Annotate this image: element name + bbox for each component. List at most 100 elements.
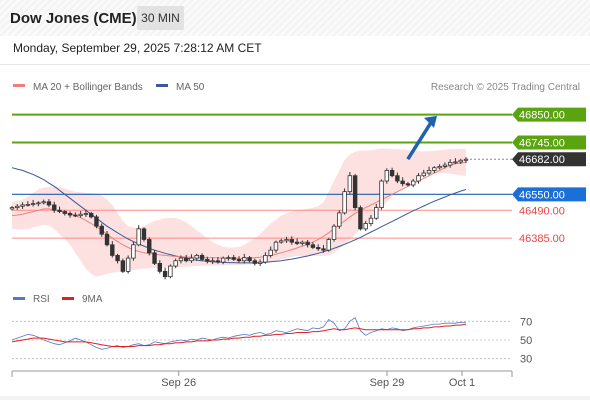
rsi-tick-2: 30 [520, 354, 532, 366]
candle-body-31 [173, 260, 178, 267]
candle-body-10 [62, 211, 67, 214]
candle-body-59 [321, 248, 326, 251]
level-label-0: 46850.00 [519, 110, 565, 122]
candle-body-26 [147, 239, 152, 254]
candle-body-2 [20, 204, 25, 207]
candle-body-48 [263, 255, 268, 263]
legend-label-0: MA 20 + Bollinger Bands [33, 82, 143, 93]
candle-body-18 [104, 233, 110, 246]
candle-body-68 [368, 217, 374, 224]
candle-body-43 [236, 259, 242, 262]
footer-strip [0, 396, 590, 400]
candle-body-50 [273, 241, 279, 251]
candle-body-49 [268, 249, 273, 256]
candle-body-42 [231, 257, 236, 260]
candle-body-54 [294, 241, 300, 244]
candle-body-52 [284, 239, 289, 242]
rsi-legend-label-0: RSI [33, 294, 50, 305]
candle-body-55 [300, 241, 305, 244]
candle-body-36 [199, 255, 205, 260]
candle-body-81 [437, 166, 442, 169]
forecast-arrow-head [424, 115, 437, 128]
level-badge-1 [512, 135, 586, 150]
candle-body-24 [136, 228, 141, 246]
level-label-5: 46385.00 [519, 233, 565, 245]
candle-body-28 [157, 262, 163, 272]
rsi-tick-0: 70 [520, 316, 532, 328]
candle-body-46 [252, 260, 258, 264]
level-label-4: 46490.00 [519, 205, 565, 217]
candle-body-32 [178, 257, 184, 262]
level-badge-2 [512, 152, 586, 167]
candle-body-57 [310, 244, 316, 248]
candle-body-82 [442, 164, 448, 167]
candle-body-20 [115, 255, 120, 262]
candle-body-69 [374, 207, 379, 219]
candle-body-1 [15, 205, 20, 208]
rsi-ma-line [11, 323, 467, 347]
candle-body-62 [337, 212, 342, 227]
candle-body-5 [36, 202, 41, 205]
bollinger-band [12, 148, 466, 277]
candle-body-41 [226, 257, 231, 259]
forecast-arrow-shaft [406, 119, 434, 161]
candle-body-77 [416, 175, 421, 182]
candle-body-34 [189, 257, 194, 262]
candle-body-53 [289, 239, 294, 243]
candle-body-11 [67, 213, 73, 216]
ma50-line [11, 167, 467, 264]
legend-swatch-0 [13, 84, 25, 87]
chart-header: Dow Jones (CME) 30 MIN [0, 0, 590, 36]
candle-body-37 [205, 259, 210, 262]
candle-body-19 [110, 244, 115, 256]
rsi-line [11, 316, 466, 350]
candle-body-17 [99, 225, 104, 235]
candle-body-14 [83, 213, 89, 215]
candle-body-38 [210, 260, 215, 263]
candle-body-45 [247, 257, 252, 262]
timeframe-button[interactable]: 30 MIN [137, 6, 184, 30]
candle-body-65 [352, 175, 358, 208]
header-divider [0, 64, 590, 65]
candle-body-60 [326, 239, 331, 251]
level-badge-3 [512, 187, 586, 202]
candle-body-85 [458, 159, 463, 163]
legend-label-1: MA 50 [176, 82, 205, 93]
candle-body-9 [57, 209, 62, 212]
candle-body-73 [395, 175, 400, 182]
candle-body-39 [215, 260, 221, 263]
rsi-legend-swatch-0 [13, 297, 25, 300]
candle-body-83 [447, 162, 453, 166]
candle-body-58 [315, 247, 321, 250]
candle-body-75 [405, 183, 411, 186]
candle-body-63 [342, 191, 347, 214]
candle-body-23 [131, 244, 136, 259]
candle-body-35 [194, 255, 199, 259]
candle-body-67 [363, 223, 368, 230]
level-badge-0 [512, 107, 586, 122]
candle-body-3 [25, 204, 31, 206]
candle-body-84 [453, 161, 458, 164]
candle-body-44 [242, 257, 247, 262]
candle-body-71 [384, 169, 390, 182]
candle-body-47 [257, 261, 263, 264]
candle-body-72 [389, 169, 395, 177]
candle-body-79 [426, 169, 432, 174]
candle-body-51 [279, 240, 284, 243]
candle-body-64 [347, 175, 353, 193]
candle-body-86 [463, 158, 469, 161]
candle-body-56 [305, 241, 310, 246]
candle-body-16 [94, 216, 99, 227]
candle-body-80 [432, 167, 437, 171]
candle-body-29 [162, 270, 168, 278]
candle-body-27 [152, 252, 157, 264]
candle-body-6 [41, 201, 46, 204]
timestamp: Monday, September 29, 2025 7:28:12 AM CE… [13, 41, 262, 55]
rsi-legend-label-1: 9MA [82, 294, 103, 305]
candle-body-76 [411, 180, 416, 186]
instrument-title: Dow Jones (CME) [10, 10, 137, 27]
candle-body-22 [125, 257, 131, 272]
legend-swatch-1 [156, 84, 168, 87]
candle-body-78 [421, 172, 426, 177]
